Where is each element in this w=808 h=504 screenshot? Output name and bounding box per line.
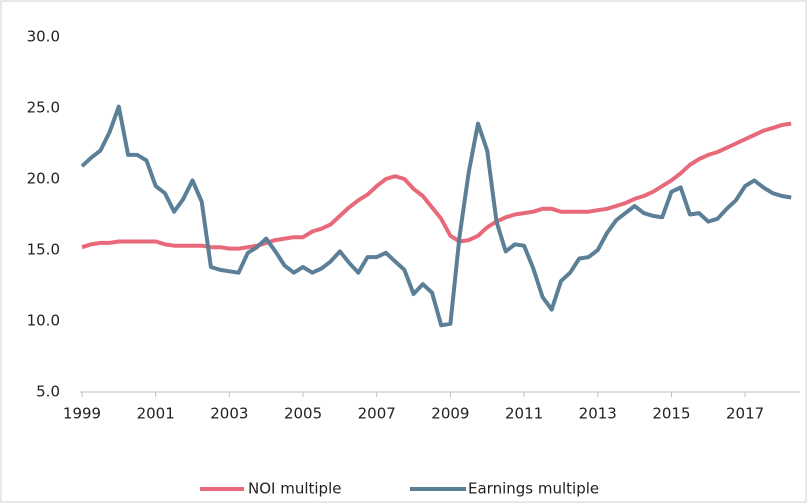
x-tick-label: 2005 (284, 405, 322, 423)
y-tick-label: 20.0 (27, 170, 60, 188)
y-tick-label: 30.0 (27, 28, 60, 46)
x-tick-label: 2013 (579, 405, 617, 423)
y-tick-label: 25.0 (27, 99, 60, 117)
x-tick-label: 2011 (505, 405, 543, 423)
legend-label: NOI multiple (248, 480, 341, 498)
series-line (81, 121, 792, 251)
y-tick-label: 10.0 (27, 312, 60, 330)
x-tick-label: 1999 (63, 405, 101, 423)
x-tick-label: 2009 (431, 405, 469, 423)
x-tick-label: 2015 (652, 405, 690, 423)
x-tick-label: 2007 (358, 405, 396, 423)
x-tick-label: 2017 (726, 405, 764, 423)
legend-label: Earnings multiple (468, 480, 599, 498)
series-line (80, 104, 792, 328)
y-tick-label: 15.0 (27, 241, 60, 259)
x-tick-label: 2001 (137, 405, 175, 423)
y-tick-label: 5.0 (36, 383, 60, 401)
x-tick-label: 2003 (210, 405, 248, 423)
